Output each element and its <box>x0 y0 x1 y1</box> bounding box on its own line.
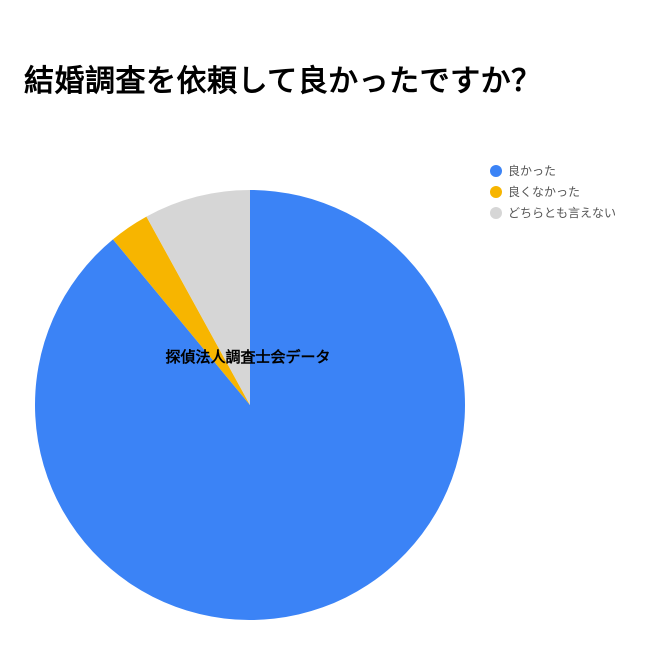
legend-swatch-1 <box>490 186 502 198</box>
legend-swatch-2 <box>490 207 502 219</box>
legend-label-2: どちらとも言えない <box>508 204 616 221</box>
legend-item-2: どちらとも言えない <box>490 204 616 221</box>
legend-item-0: 良かった <box>490 162 616 179</box>
legend: 良かった良くなかったどちらとも言えない <box>490 162 616 225</box>
legend-label-0: 良かった <box>508 162 556 179</box>
pie-center-label: 探偵法人調査士会データ <box>165 346 330 367</box>
legend-label-1: 良くなかった <box>508 183 580 200</box>
pie-svg <box>0 0 660 660</box>
pie-chart <box>0 0 660 665</box>
legend-swatch-0 <box>490 165 502 177</box>
legend-item-1: 良くなかった <box>490 183 616 200</box>
